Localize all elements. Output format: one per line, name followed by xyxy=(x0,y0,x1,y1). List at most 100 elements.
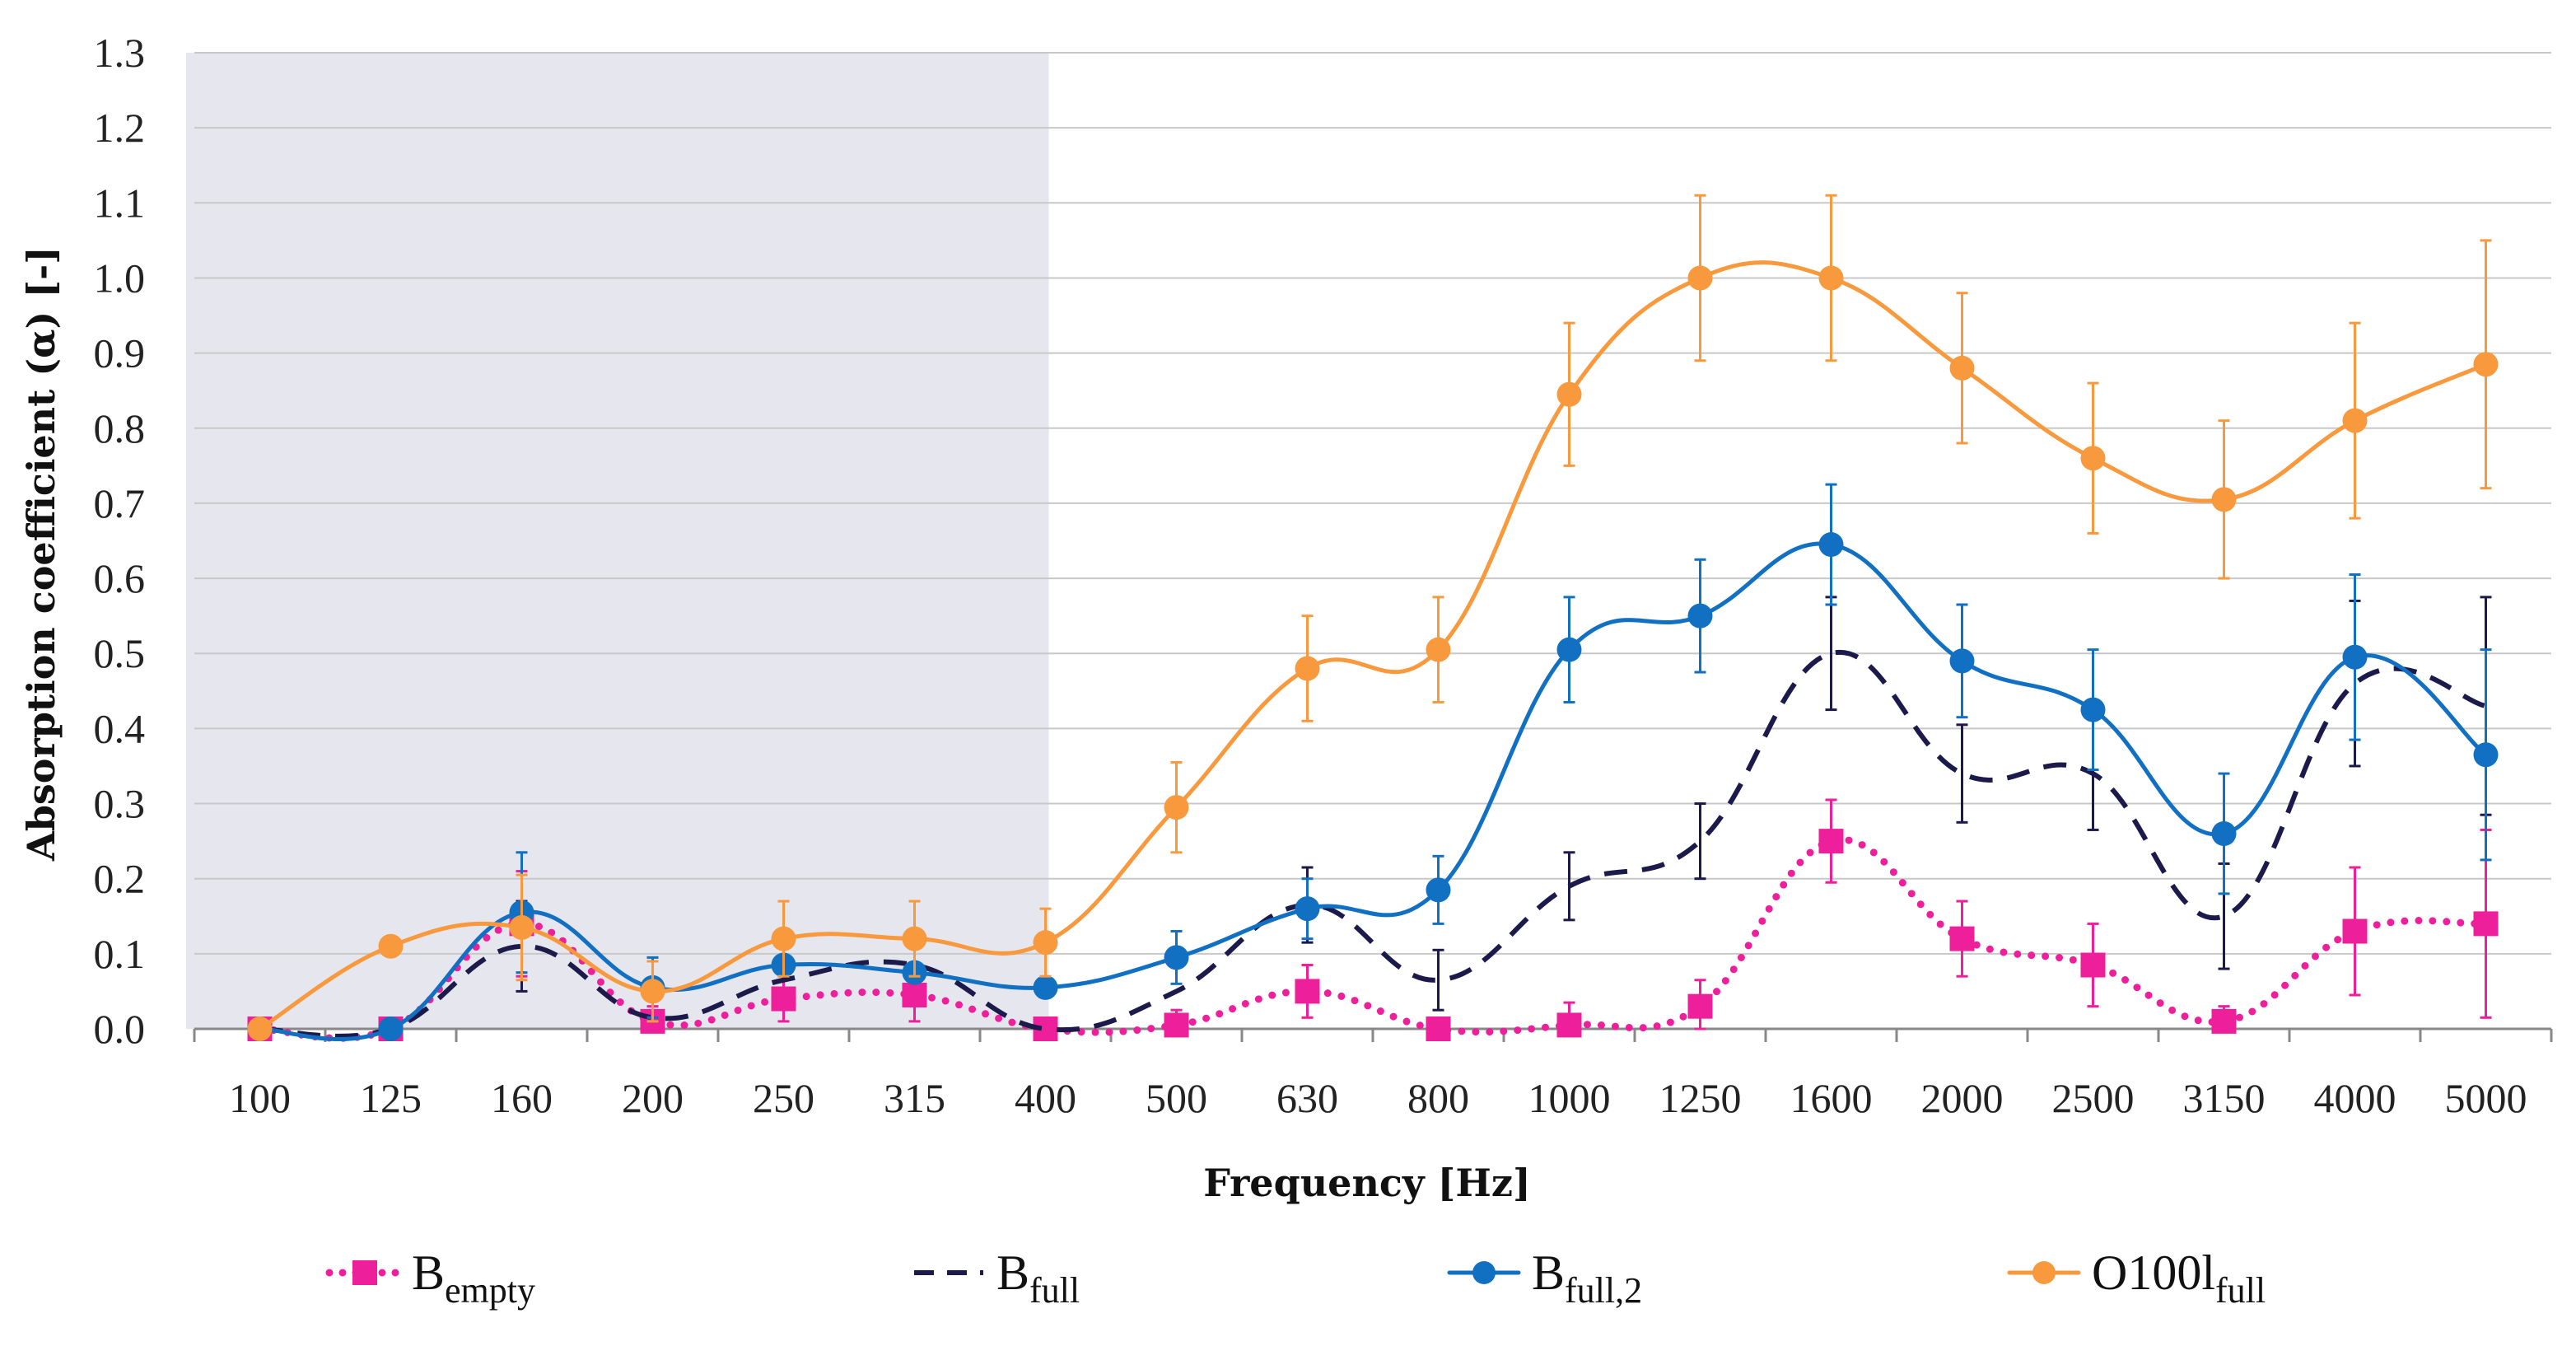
data-point xyxy=(771,926,796,951)
legend-entry-o100l-full: O100lfull xyxy=(2007,1246,2266,1311)
data-point xyxy=(2342,644,2368,670)
x-tick-labels: 100 125 160 200 250 315 400 500 630 800 1000 1250 16… xyxy=(229,1075,2527,1121)
x-tick-label: 1250 xyxy=(1659,1075,1742,1121)
data-point xyxy=(640,979,665,1004)
data-point xyxy=(1556,381,1582,407)
x-tick-label: 1000 xyxy=(1528,1075,1611,1121)
legend-entry-b-empty: Bempty xyxy=(325,1246,535,1311)
y-tick-label: 0.5 xyxy=(94,630,146,676)
axes xyxy=(193,1027,2553,1042)
y-tick-label: 0.2 xyxy=(94,856,146,902)
data-point xyxy=(1949,355,1975,381)
x-tick-label: 2500 xyxy=(2052,1075,2135,1121)
data-point xyxy=(1687,603,1713,629)
data-point xyxy=(1164,1012,1189,1038)
data-point xyxy=(2211,821,2237,846)
shaded-region xyxy=(186,53,1049,1029)
legend-label: O100lfull xyxy=(2092,1246,2266,1311)
legend-marker xyxy=(2032,1261,2056,1284)
data-point xyxy=(1426,637,1451,662)
y-tick-label: 0.0 xyxy=(94,1006,146,1052)
data-point xyxy=(378,1017,404,1041)
y-tick-label: 0.8 xyxy=(94,405,146,451)
series-o100l-full xyxy=(247,194,2499,1041)
data-point xyxy=(1556,1012,1582,1038)
data-point xyxy=(1164,795,1189,820)
data-point xyxy=(1818,265,1844,291)
x-tick-label: 630 xyxy=(1276,1075,1338,1121)
data-point xyxy=(1426,877,1451,903)
data-point xyxy=(1818,829,1844,854)
y-tick-label: 0.1 xyxy=(94,931,146,977)
legend-label: Bfull xyxy=(996,1246,1080,1311)
legend-label: Bempty xyxy=(412,1246,535,1311)
data-point xyxy=(2211,487,2237,512)
data-point xyxy=(1295,979,1320,1004)
y-tick-label: 0.3 xyxy=(94,781,146,827)
legend-marker xyxy=(1472,1261,1496,1284)
data-point xyxy=(1556,637,1582,662)
data-point xyxy=(2342,918,2368,944)
y-tick-label: 1.1 xyxy=(94,180,146,226)
legend-entry-b-full: Bfull xyxy=(914,1246,1080,1311)
y-tick-label: 0.6 xyxy=(94,555,146,601)
series-b-full xyxy=(259,596,2492,1039)
x-tick-label: 5000 xyxy=(2445,1075,2527,1121)
data-point xyxy=(2080,446,2106,471)
data-point xyxy=(1949,648,1975,674)
data-point xyxy=(509,914,534,940)
data-point xyxy=(1033,930,1058,956)
data-point xyxy=(1949,926,1975,951)
x-tick-label: 160 xyxy=(491,1075,553,1121)
x-tick-label: 400 xyxy=(1015,1075,1076,1121)
y-tick-label: 0.9 xyxy=(94,330,146,376)
x-axis-title: Frequency [Hz] xyxy=(1203,1161,1531,1205)
data-point xyxy=(2342,408,2368,433)
data-point xyxy=(1687,993,1713,1019)
x-tick-label: 125 xyxy=(360,1075,422,1121)
data-point xyxy=(247,1017,273,1041)
x-tick-label: 1600 xyxy=(1790,1075,1873,1121)
legend: Bempty Bfull Bfull,2 O100lfull xyxy=(325,1246,2266,1311)
data-point xyxy=(1295,896,1320,922)
data-point xyxy=(2473,742,2499,768)
data-point xyxy=(2473,911,2499,937)
x-tick-label: 315 xyxy=(884,1075,945,1121)
y-tick-labels: 0.0 0.1 0.2 0.3 0.4 0.5 0.6 0.7 0.8 0.9 1.0 1.1 1.2 1… xyxy=(94,30,146,1052)
x-tick-label: 100 xyxy=(229,1075,291,1121)
legend-entry-b-full-2: Bfull,2 xyxy=(1447,1246,1642,1311)
y-axis-title: Absorption coefficient (α) [-] xyxy=(19,246,63,862)
x-tick-label: 800 xyxy=(1407,1075,1469,1121)
y-tick-label: 1.0 xyxy=(94,255,146,301)
data-point xyxy=(1164,945,1189,970)
data-point xyxy=(1033,974,1058,1000)
x-tick-label: 3150 xyxy=(2183,1075,2266,1121)
data-point xyxy=(1687,265,1713,291)
x-tick-label: 250 xyxy=(753,1075,814,1121)
series-group xyxy=(247,194,2499,1042)
x-tick-label: 2000 xyxy=(1921,1075,2004,1121)
data-point xyxy=(2080,952,2106,978)
series-b-full-2 xyxy=(247,483,2499,1042)
y-tick-label: 1.3 xyxy=(94,30,146,76)
data-point xyxy=(2211,1008,2237,1034)
legend-label: Bfull,2 xyxy=(1532,1246,1642,1311)
y-tick-label: 0.7 xyxy=(94,480,146,526)
data-point xyxy=(2080,697,2106,722)
data-point xyxy=(1295,656,1320,681)
legend-marker xyxy=(352,1260,377,1285)
data-point xyxy=(378,933,404,959)
data-point xyxy=(902,926,927,951)
y-tick-label: 0.4 xyxy=(94,705,146,751)
data-point xyxy=(1818,532,1844,558)
x-tick-label: 200 xyxy=(622,1075,684,1121)
data-point xyxy=(2473,352,2499,377)
data-point xyxy=(902,982,927,1007)
data-point xyxy=(1426,1017,1451,1041)
data-point xyxy=(771,986,796,1012)
gridlines xyxy=(194,52,2551,955)
y-tick-label: 1.2 xyxy=(94,105,146,151)
x-tick-label: 4000 xyxy=(2314,1075,2396,1121)
x-tick-label: 500 xyxy=(1146,1075,1207,1121)
